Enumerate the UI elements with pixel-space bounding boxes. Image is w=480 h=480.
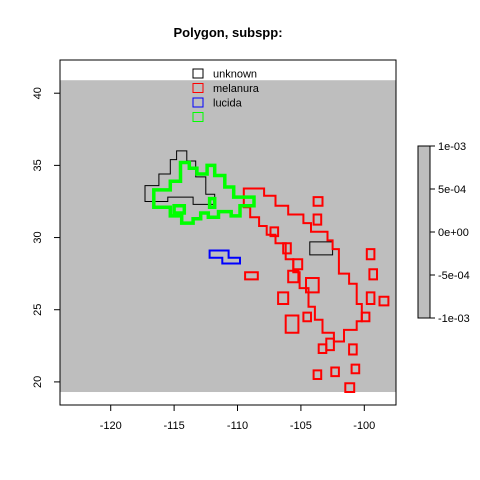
polygon-melanura-14 [360, 311, 371, 323]
polygon-melanura-8 [344, 382, 356, 393]
y-tick-label: 35 [32, 159, 44, 171]
polygon-melanura-2 [277, 291, 290, 305]
polygon-melanura-7 [350, 363, 361, 375]
polygon-melanura-10 [365, 291, 376, 305]
chart-title: Polygon, subspp: [173, 25, 282, 40]
colorbar-tick-label: 5e-04 [438, 184, 466, 196]
colorbar: 1e-03 5e-04 0e+00 -5e-04 -1e-03 [417, 141, 470, 325]
polygon-series-3-0 [152, 160, 256, 225]
colorbar-bar [417, 145, 431, 319]
polygon-series-3-1 [172, 204, 187, 215]
x-tick-label: -110 [227, 420, 248, 432]
legend-swatch [192, 112, 204, 122]
polygon-melanura-1 [287, 269, 300, 284]
polygon-melanura-12 [368, 268, 378, 281]
legend-label: melanura [213, 83, 260, 95]
polygon-melanura-23 [348, 343, 358, 356]
raster-background [60, 80, 396, 393]
polygon-melanura-18 [312, 213, 323, 226]
y-tick-label: 40 [32, 87, 44, 99]
polygon-melanura-13 [365, 248, 376, 261]
x-axis: -120 -115 -110 -105 -100 [100, 404, 375, 432]
polygon-melanura-11 [378, 295, 390, 307]
polygon-melanura-19 [292, 258, 304, 271]
colorbar-tick-label: 0e+00 [438, 227, 469, 239]
polygon-series-3-2 [207, 196, 217, 209]
legend-swatch [192, 83, 204, 93]
polygon-melanura-20 [282, 242, 292, 255]
colorbar-tick-label: -5e-04 [438, 270, 470, 282]
legend-swatch [192, 97, 204, 108]
legend: unknown melanura lucida [192, 68, 260, 122]
legend-label: unknown [213, 69, 257, 81]
polygon-unknown-0 [144, 150, 216, 205]
x-tick-label: -105 [290, 420, 312, 432]
x-tick-label: -115 [164, 420, 185, 432]
y-tick-label: 30 [32, 231, 44, 243]
x-tick-label: -120 [100, 420, 122, 432]
polygon-melanura-21 [317, 343, 328, 354]
legend-swatch [192, 68, 204, 79]
polygon-melanura-22 [302, 311, 312, 323]
polygon-layer [144, 150, 390, 393]
y-tick-label: 25 [32, 304, 44, 316]
polygon-melanura-9 [330, 366, 340, 378]
x-tick-label: -100 [353, 420, 375, 432]
polygon-melanura-3 [284, 314, 300, 334]
colorbar-tick-label: -1e-03 [438, 313, 470, 325]
polygon-melanura-15 [244, 271, 259, 281]
polygon-melanura-0 [242, 187, 363, 343]
polygon-lucida-0 [208, 249, 241, 265]
polygon-melanura-6 [312, 369, 323, 380]
y-tick-label: 20 [32, 376, 44, 388]
colorbar-tick-label: 1e-03 [438, 141, 466, 153]
plot-area [59, 59, 397, 406]
polygon-unknown-1 [309, 241, 334, 256]
polygon-melanura-16 [269, 226, 280, 238]
y-axis: 20 25 30 35 40 [32, 87, 61, 388]
legend-label: lucida [213, 98, 243, 110]
polygon-melanura-17 [312, 196, 324, 207]
polygon-melanura-4 [305, 277, 320, 294]
